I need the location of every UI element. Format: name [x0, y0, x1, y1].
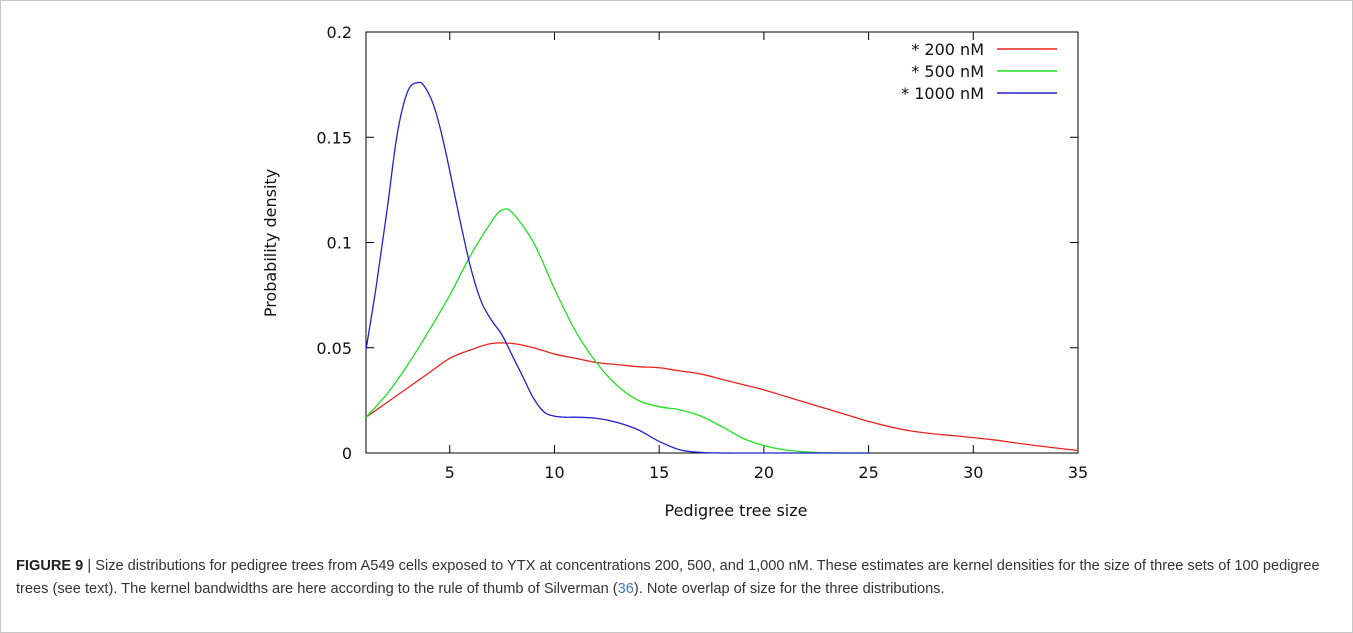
figure-caption: FIGURE 9 | Size distributions for pedigr…	[16, 555, 1336, 601]
y-tick-label: 0.05	[316, 339, 352, 358]
caption-text-end: ). Note overlap of size for the three di…	[633, 581, 945, 597]
caption-text: Size distributions for pedigree trees fr…	[16, 558, 1320, 597]
legend-label-3: * 1000 nM	[901, 84, 984, 103]
caption-separator: |	[83, 558, 96, 574]
x-axis-label: Pedigree tree size	[665, 501, 808, 520]
x-tick-label: 15	[649, 463, 669, 482]
x-tick-label: 20	[754, 463, 774, 482]
series-layer	[365, 81, 1079, 454]
legend-label-1: * 200 nM	[911, 40, 984, 59]
series-line-2	[365, 208, 869, 454]
legend-label-2: * 500 nM	[911, 62, 984, 81]
x-tick-label: 5	[445, 463, 455, 482]
series-line-1	[365, 342, 1079, 452]
y-tick-label: 0.2	[327, 23, 352, 42]
x-tick-label: 30	[963, 463, 983, 482]
x-tick-label: 35	[1068, 463, 1088, 482]
citation-link[interactable]: 36	[617, 581, 634, 597]
legend: * 200 nM * 500 nM * 1000 nM	[901, 40, 1057, 103]
x-tick-label: 10	[544, 463, 564, 482]
y-axis-label: Probability density	[261, 169, 280, 317]
chart: 5 10 15 20 25 30 35 0 0.05 0.1 0.15 0.2 * 200 nM * 5…	[261, 23, 1088, 520]
series-line-3	[365, 81, 869, 454]
y-tick-label: 0.15	[316, 128, 352, 147]
figure-label: FIGURE 9	[16, 558, 84, 574]
x-tick-label: 25	[858, 463, 878, 482]
y-tick-label: 0.1	[327, 234, 352, 253]
y-tick-label: 0	[342, 444, 352, 463]
